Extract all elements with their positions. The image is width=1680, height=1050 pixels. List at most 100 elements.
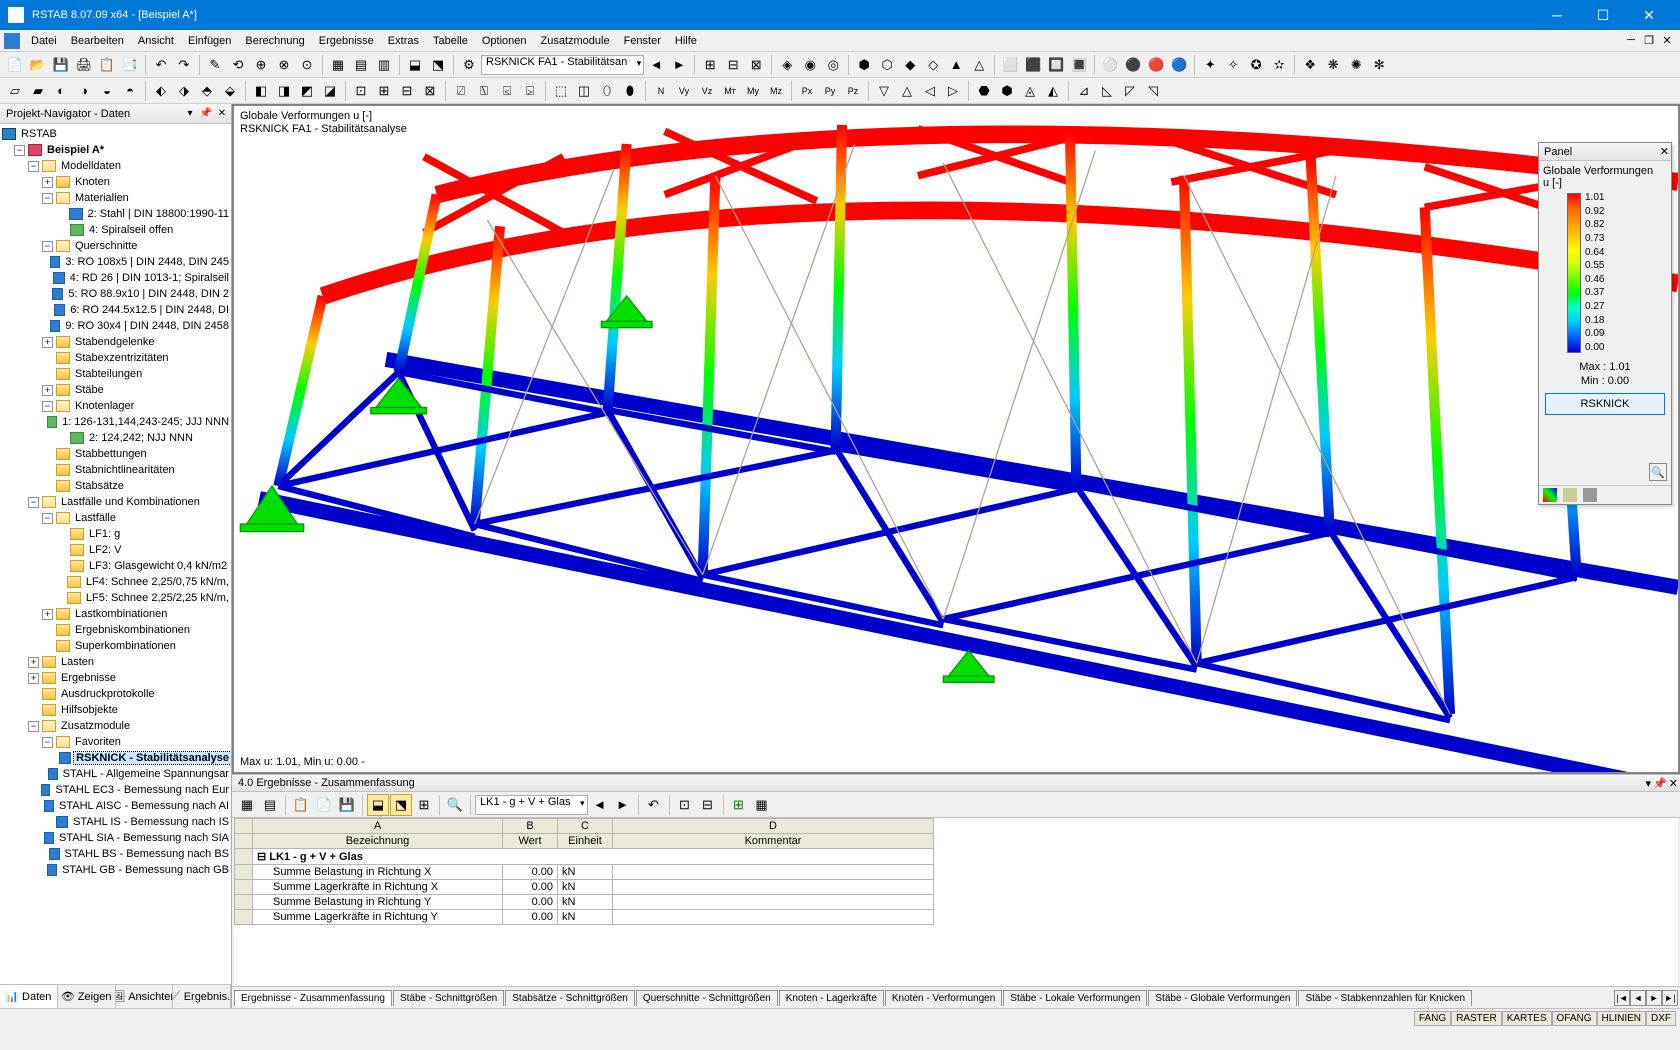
tool-icon[interactable]: ◪ — [319, 80, 341, 102]
tool-icon[interactable]: ⊡ — [674, 794, 696, 816]
menu-extras[interactable]: Extras — [381, 33, 426, 49]
tree-node[interactable]: 1: 126-131,144,243-245; JJJ NNN — [0, 414, 231, 430]
palette-icon[interactable] — [1543, 488, 1557, 502]
menu-zusatzmodule[interactable]: Zusatzmodule — [534, 33, 617, 49]
tree-node[interactable]: Ausdruckprotokolle — [0, 686, 231, 702]
tool-icon[interactable]: ◎ — [822, 54, 844, 76]
tool-icon[interactable]: 🔲 — [1045, 54, 1067, 76]
tool-icon[interactable]: ◹ — [1142, 80, 1164, 102]
tool-icon[interactable]: ⟲ — [227, 54, 249, 76]
tool-icon[interactable]: ❋ — [1322, 54, 1344, 76]
tool-icon[interactable]: ⍃ — [496, 80, 518, 102]
nav-tab-zeigen[interactable]: 👁Zeigen — [58, 985, 116, 1008]
col-einheit[interactable]: Einheit — [558, 834, 613, 849]
col-c[interactable]: C — [558, 819, 613, 834]
results-tab[interactable]: Querschnitte - Schnittgrößen — [636, 990, 778, 1006]
panel-header[interactable]: Panel ✕ — [1539, 143, 1671, 161]
tree-node[interactable]: Stabbettungen — [0, 446, 231, 462]
tool-icon[interactable]: ↶ — [643, 794, 665, 816]
table-row[interactable]: Summe Belastung in Richtung Y0.00kN — [235, 895, 934, 910]
tool-icon[interactable]: ⬓ — [404, 54, 426, 76]
panel-close-icon[interactable]: ✕ — [1660, 145, 1669, 158]
tree-node[interactable]: STAHL BS - Bemessung nach BS — [0, 846, 231, 862]
mdi-restore-icon[interactable]: ❐ — [1640, 34, 1658, 47]
tool-icon[interactable]: ⊙ — [296, 54, 318, 76]
results-tab[interactable]: Knoten - Verformungen — [885, 990, 1002, 1006]
tab-first-icon[interactable]: |◄ — [1614, 990, 1630, 1006]
results-tab[interactable]: Stäbe - Stabkennzahlen für Knicken — [1298, 990, 1472, 1006]
menu-tabelle[interactable]: Tabelle — [426, 33, 475, 49]
loadcase-combo[interactable]: RSKNICK FA1 - Stabilitätsan — [481, 55, 644, 75]
tool-icon[interactable]: ⬣ — [973, 80, 995, 102]
tree-node[interactable]: Superkombinationen — [0, 638, 231, 654]
tree-node[interactable]: +Lasten — [0, 654, 231, 670]
tree-node[interactable]: +Stabendgelenke — [0, 334, 231, 350]
tool-icon[interactable]: ◓ — [119, 80, 141, 102]
tool-icon[interactable]: ⬗ — [173, 80, 195, 102]
tree-node[interactable]: −Lastfälle und Kombinationen — [0, 494, 231, 510]
prev-icon[interactable]: ◄ — [645, 54, 667, 76]
mz-label-icon[interactable]: Mz — [765, 80, 787, 102]
viewport-3d[interactable]: Globale Verformungen u [-] RSKNICK FA1 -… — [233, 105, 1679, 773]
tree-node[interactable]: −Favoriten — [0, 734, 231, 750]
tab-last-icon[interactable]: ►| — [1662, 990, 1678, 1006]
tool-icon[interactable]: ❖ — [1299, 54, 1321, 76]
menu-bearbeiten[interactable]: Bearbeiten — [64, 33, 131, 49]
results-grid-wrap[interactable]: A B C D Bezeichnung Wert Einheit Komment… — [234, 818, 1678, 986]
tool-icon[interactable]: ⊟ — [722, 54, 744, 76]
tool-icon[interactable]: ▦ — [236, 794, 258, 816]
close-icon[interactable]: ✕ — [215, 108, 229, 119]
tool-icon[interactable]: ⬖ — [150, 80, 172, 102]
results-tab[interactable]: Stäbe - Globale Verformungen — [1148, 990, 1297, 1006]
tree-node[interactable]: 9: RO 30x4 | DIN 2448, DIN 2458 — [0, 318, 231, 334]
tree-node[interactable]: 5: RO 88.9x10 | DIN 2448, DIN 2 — [0, 286, 231, 302]
tool-icon[interactable]: ◈ — [776, 54, 798, 76]
tree-node[interactable]: LF2: V — [0, 542, 231, 558]
tool-icon[interactable]: ⚪ — [1099, 54, 1121, 76]
tool-icon[interactable]: ◒ — [96, 80, 118, 102]
panel-tool-icon[interactable] — [1563, 488, 1577, 502]
tree-node[interactable]: 6: RO 244.5x12.5 | DIN 2448, DI — [0, 302, 231, 318]
tree-node[interactable]: LF4: Schnee 2,25/0,75 kN/m, — [0, 574, 231, 590]
tool-icon[interactable]: ⊕ — [250, 54, 272, 76]
tool-icon[interactable]: ⊿ — [1073, 80, 1095, 102]
tool-icon[interactable]: ▷ — [942, 80, 964, 102]
tool-icon[interactable]: ◧ — [250, 80, 272, 102]
dropdown-icon[interactable]: ▾ — [1646, 777, 1652, 790]
menu-hilfe[interactable]: Hilfe — [668, 33, 704, 49]
nav-tab-daten[interactable]: 📊Daten — [0, 985, 58, 1008]
calc-icon[interactable]: ⚙ — [458, 54, 480, 76]
tree-node[interactable]: 2: 124,242; NJJ NNN — [0, 430, 231, 446]
rsknick-button[interactable]: RSKNICK — [1545, 393, 1665, 415]
tool-icon[interactable]: ⍁ — [450, 80, 472, 102]
tree-node[interactable]: −Knotenlager — [0, 398, 231, 414]
tree-node[interactable]: −Modelldaten — [0, 158, 231, 174]
tree-node[interactable]: Stabexzentrizitäten — [0, 350, 231, 366]
tree-node[interactable]: +Stäbe — [0, 382, 231, 398]
tool-icon[interactable]: ⊞ — [373, 80, 395, 102]
tree-node[interactable]: STAHL GB - Bemessung nach GB — [0, 862, 231, 878]
navigator-tree[interactable]: RSTAB−Beispiel A*−Modelldaten+Knoten−Mat… — [0, 124, 231, 984]
tool-icon[interactable]: ✪ — [1245, 54, 1267, 76]
tool-icon[interactable]: ◩ — [296, 80, 318, 102]
tool-icon[interactable]: ⬢ — [853, 54, 875, 76]
py-label-icon[interactable]: Py — [819, 80, 841, 102]
redo-icon[interactable]: ↷ — [173, 54, 195, 76]
tool-icon[interactable]: ⬛ — [1022, 54, 1044, 76]
tool-icon[interactable]: ◆ — [899, 54, 921, 76]
tool-icon[interactable]: ◸ — [1119, 80, 1141, 102]
tree-node[interactable]: +Knoten — [0, 174, 231, 190]
tree-node[interactable]: STAHL SIA - Bemessung nach SIA — [0, 830, 231, 846]
vz-label-icon[interactable]: Vz — [696, 80, 718, 102]
prev-icon[interactable]: ◄ — [589, 794, 611, 816]
status-cell[interactable]: OFANG — [1552, 1011, 1597, 1026]
close-button[interactable]: ✕ — [1626, 0, 1672, 30]
results-tab[interactable]: Knoten - Lagerkräfte — [779, 990, 884, 1006]
tree-node[interactable]: STAHL AISC - Bemessung nach AI — [0, 798, 231, 814]
col-b[interactable]: B — [503, 819, 558, 834]
tree-node[interactable]: 2: Stahl | DIN 18800:1990-11 — [0, 206, 231, 222]
tool-icon[interactable]: 💾 — [336, 794, 358, 816]
minimize-button[interactable]: ─ — [1534, 0, 1580, 30]
tool-icon[interactable]: ▤ — [259, 794, 281, 816]
next-icon[interactable]: ► — [668, 54, 690, 76]
